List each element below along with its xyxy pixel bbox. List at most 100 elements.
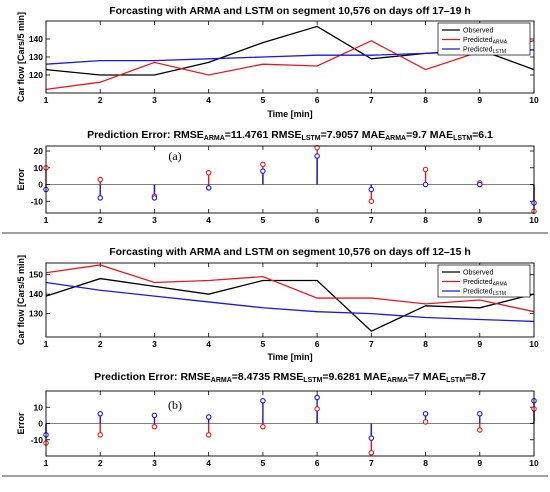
y-tick-label: -10	[31, 435, 44, 445]
title-subscript: ARMA	[204, 135, 225, 142]
x-tick-label: 5	[261, 215, 266, 225]
title-subscript: ARMA	[211, 377, 232, 384]
title-segment: =6.1	[472, 129, 493, 141]
series-line-observed	[45, 277, 535, 332]
legend-label-sub: LSTM	[493, 49, 506, 55]
stem-marker-arma	[205, 432, 212, 438]
y-tick-label: 120	[29, 70, 43, 80]
stem-marker-lstm	[422, 410, 429, 417]
stem-marker-lstm	[477, 410, 483, 417]
y-axis-label: Error	[16, 412, 26, 435]
y-tick-label: -10	[31, 196, 44, 206]
y-tick-label: 20	[34, 146, 44, 156]
stem-marker-arma	[151, 423, 158, 430]
legend-label: Observed	[463, 28, 493, 35]
stem-marker-arma	[260, 161, 266, 168]
stem-marker-lstm	[422, 181, 429, 188]
title-subscript: ARMA	[387, 377, 408, 384]
stem-marker-lstm	[205, 185, 212, 191]
x-tick-label: 5	[261, 458, 266, 468]
legend-label-main: Predicted	[463, 47, 493, 54]
stem-marker-lstm	[151, 195, 158, 201]
x-tick-label: 8	[423, 95, 428, 105]
stem-marker-lstm	[205, 414, 212, 420]
plot-frame	[45, 262, 535, 338]
chart-title: Prediction Error: RMSEARMA=8.4735 RMSELS…	[94, 371, 486, 384]
x-tick-label: 10	[529, 95, 539, 105]
title-subscript: LSTM	[453, 135, 472, 142]
legend-label: PredictedARMA	[463, 279, 508, 288]
x-tick-label: 9	[477, 95, 482, 105]
y-axis-label: Car flow [Cars/5 min]	[16, 12, 26, 102]
legend-label-main: Predicted	[463, 37, 493, 44]
y-tick-label: 0	[38, 180, 43, 190]
y-tick-label: 10	[34, 402, 44, 412]
y-tick-label: 140	[29, 34, 43, 44]
chart-title: Forcasting with ARMA and LSTM on segment…	[109, 5, 471, 17]
y-tick-label: 150	[29, 270, 43, 280]
stem-marker-arma	[314, 144, 320, 151]
x-tick-label: 6	[315, 458, 320, 468]
title-segment: =7 MAE	[408, 371, 446, 383]
title-segment: =8.4735 RMSE	[232, 371, 304, 383]
x-tick-label: 6	[315, 215, 320, 225]
y-tick-label: 130	[29, 309, 43, 319]
chart-panel-1: Forcasting with ARMA and LSTM on segment…	[16, 5, 539, 119]
x-tick-label: 2	[98, 458, 103, 468]
x-tick-label: 7	[369, 95, 374, 105]
x-tick-label: 10	[529, 339, 539, 349]
title-subscript: LSTM	[302, 135, 321, 142]
x-axis-label: Time [min]	[267, 352, 312, 362]
x-tick-label: 9	[477, 339, 482, 349]
y-tick-label: 140	[29, 289, 43, 299]
x-tick-label: 6	[315, 339, 320, 349]
stem-marker-lstm	[314, 394, 320, 401]
x-tick-label: 4	[206, 215, 211, 225]
y-axis-label: Error	[16, 168, 26, 191]
series-line-predicted-arma	[45, 264, 535, 313]
x-tick-label: 3	[152, 458, 157, 468]
x-tick-label: 8	[423, 215, 428, 225]
title-segment: =8.7	[465, 371, 486, 383]
x-tick-label: 7	[369, 339, 374, 349]
x-tick-label: 10	[529, 215, 539, 225]
chart-panel-3: Forcasting with ARMA and LSTM on segment…	[16, 246, 539, 362]
x-tick-label: 1	[44, 95, 49, 105]
plot-frame	[45, 20, 535, 94]
x-tick-label: 1	[44, 339, 49, 349]
legend-label-main: Predicted	[463, 289, 493, 296]
x-tick-label: 7	[369, 215, 374, 225]
stem-marker-lstm	[368, 435, 375, 441]
chart-title: Prediction Error: RMSEARMA=11.4761 RMSEL…	[87, 129, 493, 142]
x-tick-label: 2	[98, 95, 103, 105]
stem-marker-lstm	[477, 181, 483, 188]
title-segment: =9.7 MAE	[406, 129, 453, 141]
stem-marker-lstm	[97, 195, 103, 201]
y-tick-label: 10	[34, 163, 44, 173]
legend-label-main: Predicted	[463, 279, 493, 286]
stem-marker-arma	[97, 432, 103, 438]
x-tick-label: 2	[98, 339, 103, 349]
legend-label-main: Observed	[463, 28, 493, 35]
x-tick-label: 4	[206, 458, 211, 468]
chart-title: Forcasting with ARMA and LSTM on segment…	[109, 246, 471, 258]
legend-label: Observed	[463, 270, 493, 277]
stem-marker-lstm	[314, 153, 320, 159]
legend-label-main: Observed	[463, 270, 493, 277]
panel-annotation: (a)	[168, 149, 181, 163]
title-segment: =7.9057 MAE	[321, 129, 386, 141]
plot-frame	[45, 145, 535, 214]
x-tick-label: 4	[206, 339, 211, 349]
x-tick-label: 3	[152, 95, 157, 105]
legend-label-sub: ARMA	[493, 282, 508, 288]
x-tick-label: 8	[423, 339, 428, 349]
legend-label-sub: ARMA	[493, 40, 508, 46]
stem-marker-lstm	[260, 168, 266, 174]
legend-label: PredictedLSTM	[463, 289, 506, 298]
title-subscript: LSTM	[303, 377, 322, 384]
stem-marker-arma	[314, 406, 320, 412]
stem-marker-arma	[368, 449, 375, 456]
